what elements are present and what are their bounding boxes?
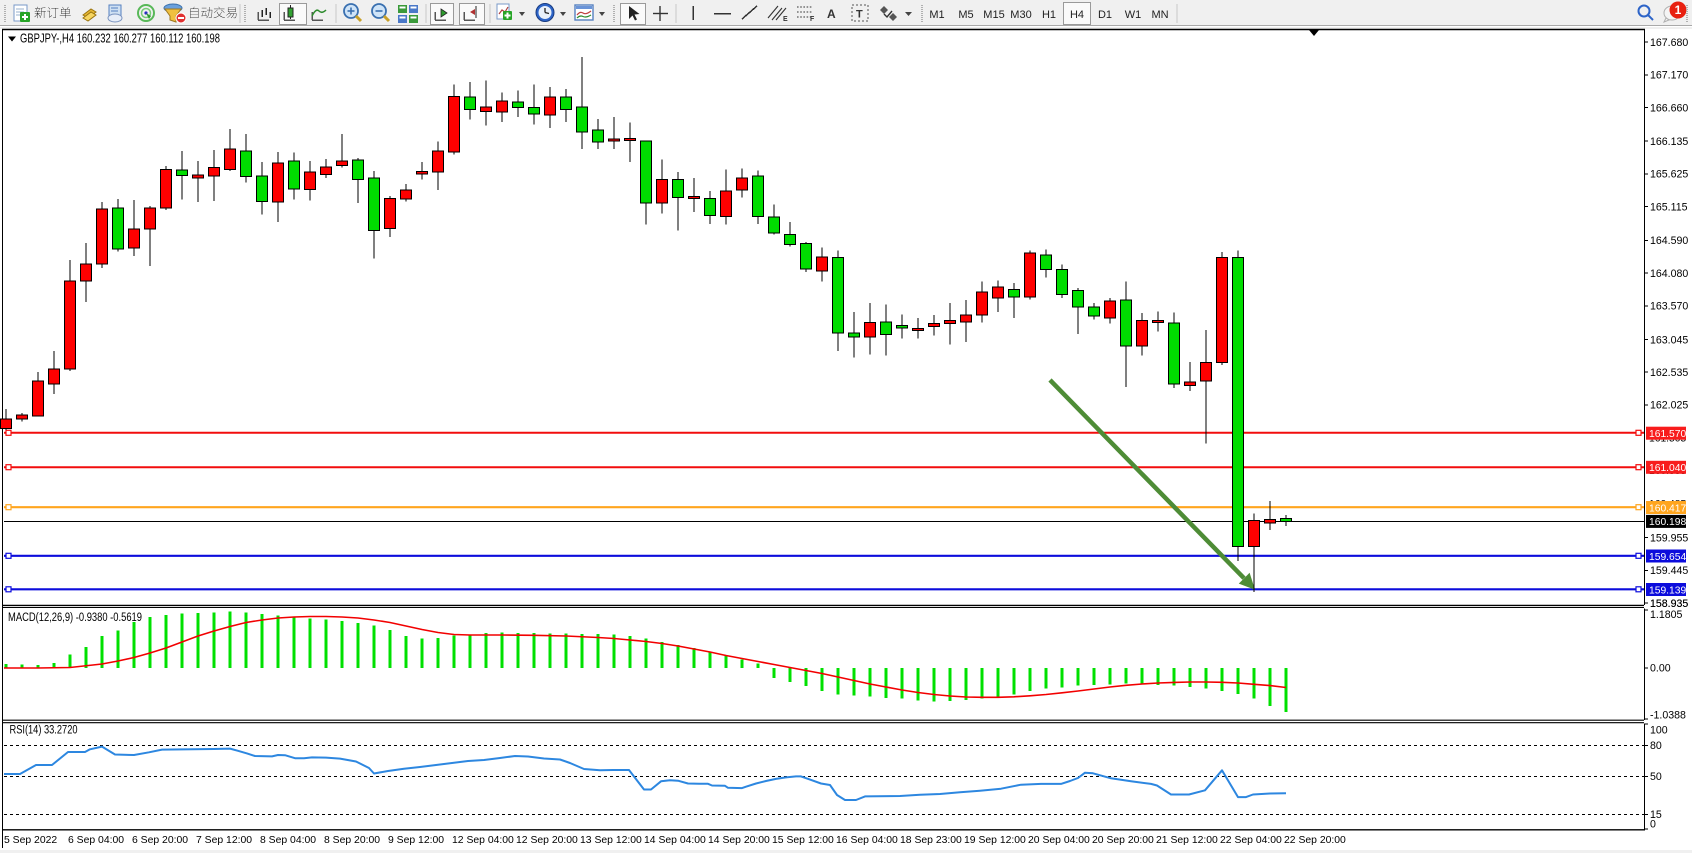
svg-text:M30: M30 — [1010, 9, 1031, 21]
svg-text:MACD(12,26,9) -0.9380 -0.5619: MACD(12,26,9) -0.9380 -0.5619 — [8, 612, 142, 624]
svg-text:164.590: 164.590 — [1650, 235, 1688, 247]
svg-text:M5: M5 — [958, 9, 973, 21]
svg-text:H1: H1 — [1042, 9, 1056, 21]
svg-text:GBPJPY-,H4 160.232 160.277 16: GBPJPY-,H4 160.232 160.277 160.112 160.1… — [20, 30, 220, 45]
svg-text:M15: M15 — [983, 9, 1004, 21]
svg-text:20 Sep 20:00: 20 Sep 20:00 — [1092, 835, 1154, 846]
svg-text:163.570: 163.570 — [1650, 301, 1688, 313]
svg-text:-1.0388: -1.0388 — [1650, 709, 1686, 721]
svg-text:161.040: 161.040 — [1649, 463, 1686, 474]
svg-text:100: 100 — [1650, 725, 1668, 737]
svg-text:162.025: 162.025 — [1650, 400, 1688, 412]
svg-text:158.935: 158.935 — [1650, 598, 1688, 610]
svg-text:E: E — [783, 16, 788, 23]
svg-text:163.045: 163.045 — [1650, 334, 1688, 346]
svg-text:165.625: 165.625 — [1650, 169, 1688, 181]
svg-text:1.1805: 1.1805 — [1650, 609, 1683, 621]
svg-text:15 Sep 12:00: 15 Sep 12:00 — [772, 835, 834, 846]
svg-text:167.680: 167.680 — [1650, 37, 1688, 49]
svg-text:H4: H4 — [1070, 9, 1084, 21]
svg-text:14 Sep 04:00: 14 Sep 04:00 — [644, 835, 706, 846]
svg-text:9 Sep 12:00: 9 Sep 12:00 — [388, 835, 444, 846]
svg-text:1: 1 — [1675, 3, 1682, 17]
svg-text:20 Sep 04:00: 20 Sep 04:00 — [1028, 835, 1090, 846]
svg-text:21 Sep 12:00: 21 Sep 12:00 — [1156, 835, 1218, 846]
svg-text:160.417: 160.417 — [1649, 503, 1686, 514]
svg-text:80: 80 — [1650, 740, 1662, 752]
svg-text:0: 0 — [1650, 819, 1656, 831]
svg-text:159.955: 159.955 — [1650, 532, 1688, 544]
svg-text:161.570: 161.570 — [1649, 429, 1686, 440]
svg-text:160.198: 160.198 — [1649, 517, 1686, 528]
svg-text:12 Sep 04:00: 12 Sep 04:00 — [452, 835, 514, 846]
svg-text:159.654: 159.654 — [1649, 552, 1686, 563]
svg-text:5 Sep 2022: 5 Sep 2022 — [4, 835, 57, 846]
svg-text:50: 50 — [1650, 771, 1662, 783]
svg-text:12 Sep 20:00: 12 Sep 20:00 — [516, 835, 578, 846]
svg-text:158.935: 158.935 — [1650, 598, 1688, 610]
svg-text:15: 15 — [1650, 809, 1662, 821]
svg-text:7 Sep 12:00: 7 Sep 12:00 — [196, 835, 252, 846]
svg-text:13 Sep 12:00: 13 Sep 12:00 — [580, 835, 642, 846]
svg-text:165.115: 165.115 — [1650, 202, 1688, 214]
svg-text:D1: D1 — [1098, 9, 1112, 21]
svg-text:166.660: 166.660 — [1650, 102, 1688, 114]
svg-text:166.135: 166.135 — [1650, 136, 1688, 148]
svg-text:T: T — [856, 9, 863, 21]
svg-text:162.535: 162.535 — [1650, 367, 1688, 379]
svg-text:167.170: 167.170 — [1650, 70, 1688, 82]
svg-text:16 Sep 04:00: 16 Sep 04:00 — [836, 835, 898, 846]
svg-text:RSI(14) 33.2720: RSI(14) 33.2720 — [10, 725, 78, 737]
svg-text:6 Sep 04:00: 6 Sep 04:00 — [68, 835, 124, 846]
svg-text:8 Sep 04:00: 8 Sep 04:00 — [260, 835, 316, 846]
svg-text:164.080: 164.080 — [1650, 268, 1688, 280]
svg-text:8 Sep 20:00: 8 Sep 20:00 — [324, 835, 380, 846]
svg-text:159.445: 159.445 — [1650, 565, 1688, 577]
svg-text:22 Sep 04:00: 22 Sep 04:00 — [1220, 835, 1282, 846]
svg-text:14 Sep 20:00: 14 Sep 20:00 — [708, 835, 770, 846]
svg-text:MN: MN — [1151, 9, 1168, 21]
svg-text:159.139: 159.139 — [1649, 585, 1686, 596]
svg-text:W1: W1 — [1125, 9, 1142, 21]
svg-text:6 Sep 20:00: 6 Sep 20:00 — [132, 835, 188, 846]
svg-text:F: F — [810, 16, 815, 23]
svg-text:A: A — [827, 7, 836, 21]
svg-text:0.00: 0.00 — [1650, 662, 1671, 674]
svg-text:19 Sep 12:00: 19 Sep 12:00 — [964, 835, 1026, 846]
svg-text:M1: M1 — [929, 9, 944, 21]
svg-text:22 Sep 20:00: 22 Sep 20:00 — [1284, 835, 1346, 846]
svg-text:18 Sep 23:00: 18 Sep 23:00 — [900, 835, 962, 846]
